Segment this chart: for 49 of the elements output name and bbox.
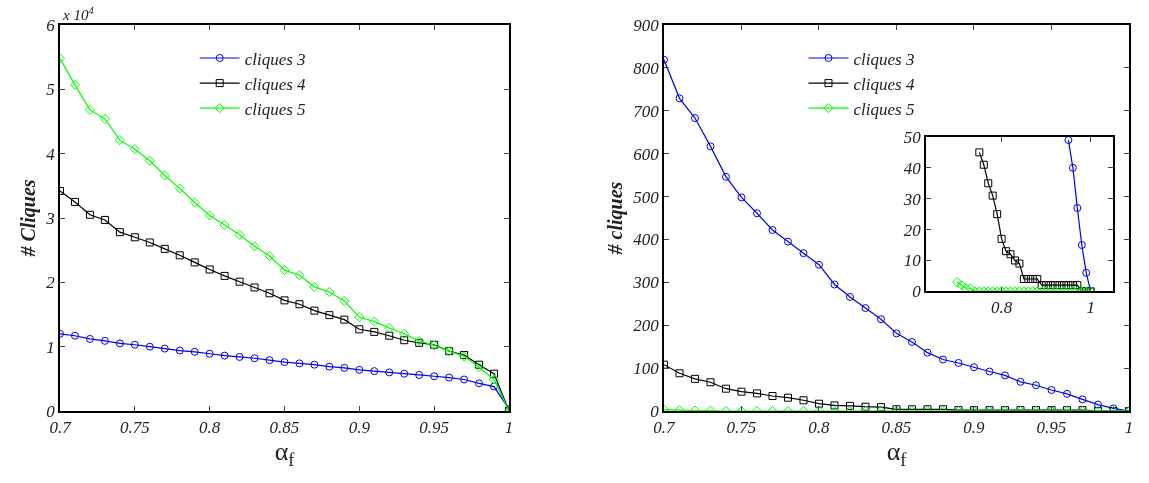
x-axis-title: α$_{f}$ — [274, 437, 296, 470]
y-tick-label: 0 — [912, 282, 922, 302]
legend-label: cliques 3 — [853, 49, 915, 69]
x-tick-label: 1 — [504, 418, 514, 438]
y-tick-label: 30 — [902, 189, 922, 209]
y-tick-label: 10 — [903, 251, 922, 271]
y-tick-label: 4 — [46, 144, 56, 164]
y-axis-title: # cliques — [604, 181, 628, 256]
legend-label: cliques 4 — [244, 74, 307, 94]
x-tick-label: 0.9 — [348, 418, 371, 438]
y-tick-label: 200 — [633, 316, 660, 336]
x-tick-label: 1 — [1124, 418, 1134, 438]
y-tick-label: 5 — [46, 80, 55, 100]
y-tick-label: 3 — [45, 208, 55, 228]
y-tick-label: 20 — [903, 220, 922, 240]
y-tick-label: 0 — [650, 401, 660, 421]
x-tick-label: 0.95 — [1036, 418, 1067, 438]
x-tick-label: 0.85 — [881, 418, 912, 438]
text: x 10$^{4}$ — [62, 5, 95, 24]
y-tick-label: 800 — [633, 58, 660, 78]
y-tick-label: 50 — [903, 127, 922, 147]
x-tick-label: 0.7 — [49, 418, 73, 438]
y-tick-label: 600 — [633, 144, 660, 164]
x-tick-label: 0.85 — [269, 418, 300, 438]
legend-label: cliques 5 — [853, 99, 915, 119]
x-tick-label: 0.75 — [726, 418, 757, 438]
y-tick-label: 500 — [633, 187, 660, 207]
y-tick-label: 900 — [633, 15, 660, 35]
x-tick-label: 0.8 — [199, 418, 221, 438]
x-axis-title: α$_{f}$ — [886, 437, 908, 470]
x-tick-label: 0.8 — [808, 418, 831, 438]
y-axis-title: # Cliques — [17, 179, 41, 258]
x-tick-label: 0.7 — [653, 418, 677, 438]
y-tick-label: 2 — [46, 273, 56, 293]
x-tick-label: 0.75 — [119, 418, 150, 438]
y-tick-label: 0 — [46, 401, 56, 421]
x-tick-label: 0.8 — [990, 298, 1013, 318]
y-tick-label: 400 — [633, 230, 660, 250]
legend-label: cliques 3 — [244, 49, 306, 69]
legend-label: cliques 4 — [853, 74, 915, 94]
y-tick-label: 100 — [633, 359, 660, 379]
y-tick-label: 1 — [46, 337, 55, 357]
x-tick-label: 0.95 — [419, 418, 450, 438]
legend-label: cliques 5 — [244, 99, 306, 119]
x-tick-label: 0.9 — [963, 418, 986, 438]
y-tick-label: 300 — [632, 273, 660, 293]
y-tick-label: 6 — [46, 15, 56, 35]
y-tick-label: 700 — [633, 101, 660, 121]
y-tick-label: 40 — [903, 158, 922, 178]
